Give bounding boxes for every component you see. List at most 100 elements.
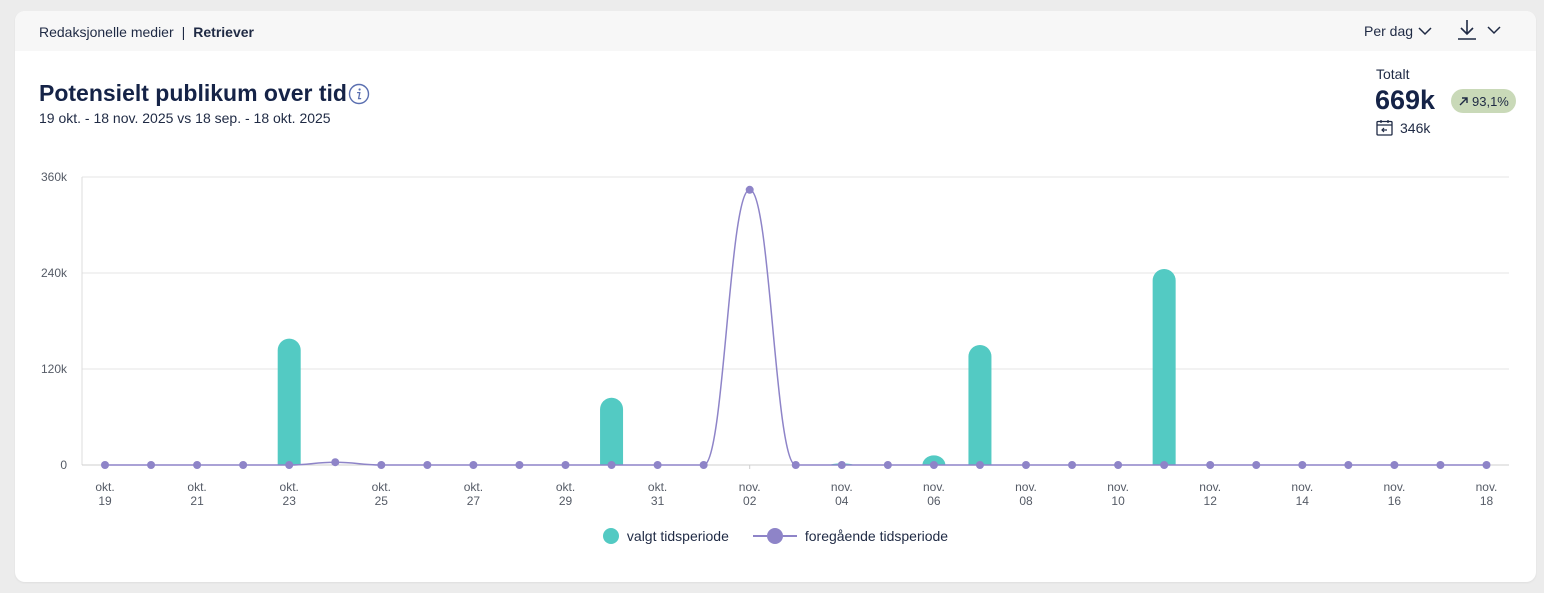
info-icon[interactable]: [348, 83, 370, 105]
x-tick-label-month: nov.: [1291, 480, 1313, 494]
point-previous-period: [1482, 461, 1491, 469]
point-previous-period: [791, 461, 800, 469]
point-previous-period: [837, 461, 846, 469]
y-tick-label: 120k: [41, 362, 68, 376]
x-tick-label-day: 08: [1019, 494, 1033, 508]
chevron-down-icon: [1418, 27, 1432, 36]
chevron-down-icon[interactable]: [1487, 25, 1501, 35]
x-tick-label-month: nov.: [1015, 480, 1037, 494]
point-previous-period: [1344, 461, 1353, 469]
point-previous-period: [929, 461, 938, 469]
calendar-back-icon: [1376, 120, 1393, 136]
point-previous-period: [331, 458, 340, 467]
previous-total: 346k: [1376, 119, 1430, 136]
point-previous-period: [1114, 461, 1123, 469]
point-previous-period: [469, 461, 478, 469]
x-tick-label-month: nov.: [1107, 480, 1129, 494]
x-tick-label-day: 27: [467, 494, 481, 508]
x-tick-label-month: okt.: [95, 480, 114, 494]
legend-label-previous: foregående tidsperiode: [804, 528, 949, 544]
interval-dropdown[interactable]: Per dag: [1364, 23, 1432, 39]
point-previous-period: [423, 461, 432, 469]
change-value: 93,1%: [1472, 93, 1509, 109]
x-tick-label-day: 19: [98, 494, 112, 508]
x-tick-label-day: 23: [283, 494, 297, 508]
point-previous-period: [285, 461, 294, 469]
x-tick-label-month: okt.: [187, 480, 206, 494]
point-previous-period: [515, 461, 524, 469]
x-tick-label-month: nov.: [831, 480, 853, 494]
x-tick-label-month: nov.: [1476, 480, 1498, 494]
bar-current-period: [922, 455, 946, 465]
download-menu[interactable]: [1457, 19, 1501, 41]
legend-marker-current: [602, 528, 619, 544]
breadcrumb-parent[interactable]: Redaksjonelle medier: [39, 24, 174, 40]
date-range: 19 okt. - 18 nov. 2025 vs 18 sep. - 18 o…: [39, 110, 331, 126]
point-previous-period: [1390, 461, 1399, 469]
card-toolbar: Redaksjonelle medier | Retriever Per dag: [15, 11, 1536, 51]
x-tick-label-day: 29: [559, 494, 573, 508]
legend-item-current[interactable]: valgt tidsperiode: [602, 528, 729, 544]
x-tick-label-month: okt.: [280, 480, 299, 494]
x-tick-label-day: 31: [651, 494, 665, 508]
x-tick-label-day: 21: [190, 494, 204, 508]
point-previous-period: [975, 461, 984, 469]
point-previous-period: [653, 461, 662, 469]
total-value: 669k: [1375, 85, 1436, 115]
bar-current-period: [1152, 269, 1176, 465]
y-tick-label: 240k: [41, 266, 68, 280]
legend-label-current: valgt tidsperiode: [626, 528, 729, 544]
x-tick-label-day: 12: [1204, 494, 1218, 508]
audience-chart: 0120k240k360kokt.19okt.21okt.23okt.25okt…: [41, 170, 1509, 508]
point-previous-period: [1436, 461, 1445, 469]
x-tick-label-month: okt.: [372, 480, 391, 494]
legend-item-previous[interactable]: foregående tidsperiode: [752, 528, 949, 544]
point-previous-period: [561, 461, 570, 469]
point-previous-period: [377, 461, 386, 469]
point-previous-period: [193, 461, 202, 469]
point-previous-period: [607, 461, 616, 469]
x-tick-label-month: nov.: [1384, 480, 1406, 494]
line-previous-period: [104, 189, 1487, 466]
point-previous-period: [1252, 461, 1261, 469]
download-icon[interactable]: [1457, 19, 1477, 41]
breadcrumb-separator: |: [181, 24, 186, 40]
bar-current-period: [968, 345, 992, 465]
point-previous-period: [101, 461, 109, 469]
arrow-up-right-icon: [1459, 96, 1468, 105]
point-previous-period: [745, 185, 754, 194]
x-tick-label-day: 10: [1111, 494, 1125, 508]
breadcrumb-current: Retriever: [193, 24, 254, 40]
x-tick-label-day: 06: [927, 494, 941, 508]
point-previous-period: [147, 461, 156, 469]
chart-card: Redaksjonelle medier | Retriever Per dag P…: [15, 11, 1536, 582]
point-previous-period: [1022, 461, 1030, 469]
x-tick-label-day: 16: [1388, 494, 1402, 508]
point-previous-period: [699, 461, 708, 469]
legend-marker-previous: [752, 528, 797, 544]
change-badge: 93,1%: [1451, 89, 1516, 113]
bar-current-period: [600, 397, 624, 465]
y-tick-label: 360k: [41, 170, 68, 184]
point-previous-period: [1160, 461, 1169, 469]
x-tick-label-day: 04: [835, 494, 849, 508]
point-previous-period: [239, 461, 248, 469]
x-tick-label-day: 25: [375, 494, 389, 508]
interval-label: Per dag: [1364, 23, 1414, 39]
x-tick-label-day: 18: [1480, 494, 1494, 508]
x-tick-label-month: nov.: [923, 480, 945, 494]
y-tick-label: 0: [60, 458, 67, 472]
point-previous-period: [1206, 461, 1215, 469]
bar-current-period: [277, 338, 301, 465]
point-previous-period: [1068, 461, 1077, 469]
x-tick-label-month: okt.: [556, 480, 575, 494]
x-tick-label-month: nov.: [1199, 480, 1221, 494]
previous-total-value: 346k: [1400, 119, 1431, 136]
point-previous-period: [1298, 461, 1307, 469]
x-tick-label-month: okt.: [648, 480, 667, 494]
point-previous-period: [883, 461, 892, 469]
breadcrumb: Redaksjonelle medier | Retriever: [39, 24, 254, 40]
chart-title: Potensielt publikum over tid: [39, 80, 347, 106]
total-label: Totalt: [1376, 66, 1410, 82]
x-tick-label-month: okt.: [464, 480, 483, 494]
